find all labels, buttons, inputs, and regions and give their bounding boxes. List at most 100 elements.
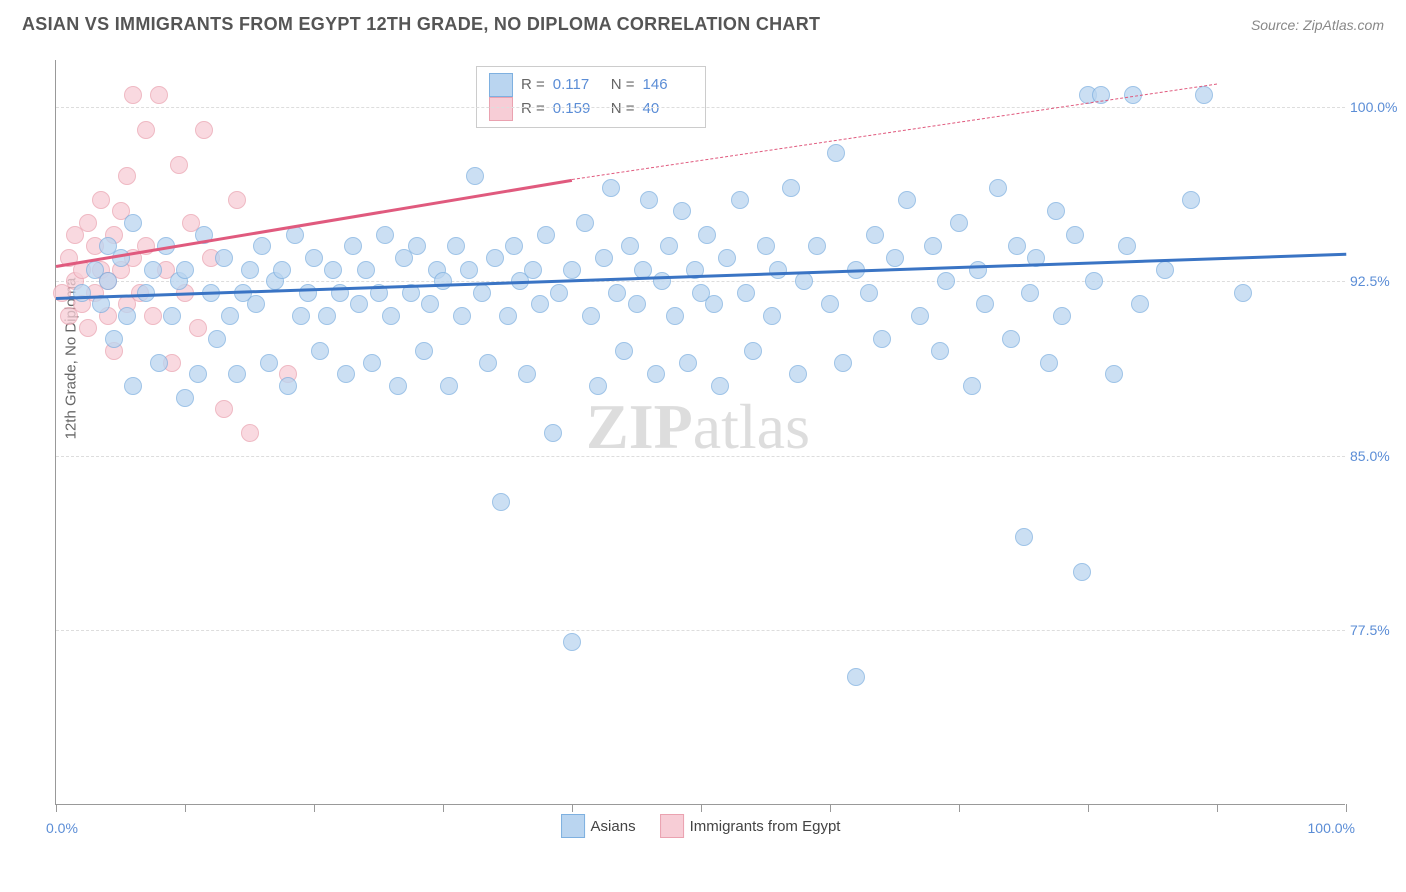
series-a-point bbox=[1008, 237, 1026, 255]
correlation-legend: R =0.117N =146R =0.159N =40 bbox=[476, 66, 706, 128]
legend-r-label: R = bbox=[521, 97, 545, 121]
x-tick bbox=[443, 804, 444, 812]
series-a-point bbox=[647, 365, 665, 383]
series-a-point bbox=[279, 377, 297, 395]
series-a-point bbox=[273, 261, 291, 279]
series-a-point bbox=[698, 226, 716, 244]
legend-r-value: 0.159 bbox=[553, 97, 603, 121]
series-b-point bbox=[79, 214, 97, 232]
series-b-point bbox=[189, 319, 207, 337]
series-a-point bbox=[1040, 354, 1058, 372]
series-a-point bbox=[615, 342, 633, 360]
series-a-point bbox=[318, 307, 336, 325]
series-a-point bbox=[299, 284, 317, 302]
series-a-point bbox=[1047, 202, 1065, 220]
watermark-bold: ZIP bbox=[586, 391, 693, 462]
x-tick bbox=[185, 804, 186, 812]
series-a-point bbox=[440, 377, 458, 395]
gridline bbox=[56, 456, 1345, 457]
series-a-point bbox=[486, 249, 504, 267]
series-a-point bbox=[105, 330, 123, 348]
series-a-point bbox=[150, 354, 168, 372]
series-a-point bbox=[1234, 284, 1252, 302]
series-legend-item: Asians bbox=[561, 814, 636, 838]
series-a-point bbox=[602, 179, 620, 197]
watermark-thin: atlas bbox=[693, 391, 810, 462]
series-a-point bbox=[847, 668, 865, 686]
y-tick-label: 77.5% bbox=[1350, 622, 1406, 638]
series-b-point bbox=[79, 319, 97, 337]
series-a-point bbox=[744, 342, 762, 360]
series-legend-label: Immigrants from Egypt bbox=[690, 818, 841, 835]
legend-swatch bbox=[489, 73, 513, 97]
x-tick bbox=[959, 804, 960, 812]
series-a-point bbox=[711, 377, 729, 395]
series-a-point bbox=[1015, 528, 1033, 546]
legend-r-value: 0.117 bbox=[553, 73, 603, 97]
series-a-point bbox=[976, 295, 994, 313]
legend-row: R =0.117N =146 bbox=[489, 73, 693, 97]
series-a-point bbox=[911, 307, 929, 325]
series-a-point bbox=[550, 284, 568, 302]
series-a-point bbox=[1156, 261, 1174, 279]
series-a-point bbox=[666, 307, 684, 325]
series-legend-item: Immigrants from Egypt bbox=[660, 814, 841, 838]
series-a-point bbox=[673, 202, 691, 220]
source-label: Source: ZipAtlas.com bbox=[1251, 17, 1384, 33]
series-a-point bbox=[479, 354, 497, 372]
series-a-point bbox=[873, 330, 891, 348]
series-a-point bbox=[247, 295, 265, 313]
series-a-point bbox=[189, 365, 207, 383]
legend-r-label: R = bbox=[521, 73, 545, 97]
series-a-point bbox=[608, 284, 626, 302]
series-a-point bbox=[866, 226, 884, 244]
series-a-point bbox=[453, 307, 471, 325]
series-a-point bbox=[782, 179, 800, 197]
series-a-point bbox=[537, 226, 555, 244]
series-b-point bbox=[150, 86, 168, 104]
series-a-point bbox=[1085, 272, 1103, 290]
series-a-point bbox=[989, 179, 1007, 197]
y-tick-label: 85.0% bbox=[1350, 448, 1406, 464]
legend-swatch bbox=[561, 814, 585, 838]
watermark: ZIPatlas bbox=[586, 390, 810, 464]
series-b-point bbox=[92, 191, 110, 209]
series-a-point bbox=[1053, 307, 1071, 325]
series-a-point bbox=[576, 214, 594, 232]
series-a-point bbox=[731, 191, 749, 209]
series-b-point bbox=[241, 424, 259, 442]
series-a-point bbox=[350, 295, 368, 313]
series-a-point bbox=[1002, 330, 1020, 348]
series-b-point bbox=[170, 156, 188, 174]
series-a-point bbox=[789, 365, 807, 383]
series-a-point bbox=[795, 272, 813, 290]
series-a-point bbox=[292, 307, 310, 325]
series-a-point bbox=[73, 284, 91, 302]
series-a-point bbox=[582, 307, 600, 325]
series-a-point bbox=[737, 284, 755, 302]
series-a-point bbox=[215, 249, 233, 267]
gridline bbox=[56, 630, 1345, 631]
series-a-point bbox=[544, 424, 562, 442]
series-a-point bbox=[144, 261, 162, 279]
y-tick-label: 92.5% bbox=[1350, 273, 1406, 289]
x-axis-max-label: 100.0% bbox=[1308, 820, 1355, 836]
series-b-point bbox=[228, 191, 246, 209]
series-a-point bbox=[937, 272, 955, 290]
series-a-point bbox=[1066, 226, 1084, 244]
y-tick-label: 100.0% bbox=[1350, 99, 1406, 115]
series-a-point bbox=[434, 272, 452, 290]
series-a-point bbox=[924, 237, 942, 255]
series-a-point bbox=[505, 237, 523, 255]
series-a-point bbox=[963, 377, 981, 395]
series-a-point bbox=[886, 249, 904, 267]
series-a-point bbox=[757, 237, 775, 255]
x-tick bbox=[1088, 804, 1089, 812]
gridline bbox=[56, 281, 1345, 282]
series-a-point bbox=[324, 261, 342, 279]
series-a-point bbox=[389, 377, 407, 395]
series-a-point bbox=[834, 354, 852, 372]
series-a-point bbox=[305, 249, 323, 267]
series-a-point bbox=[1131, 295, 1149, 313]
series-a-point bbox=[473, 284, 491, 302]
